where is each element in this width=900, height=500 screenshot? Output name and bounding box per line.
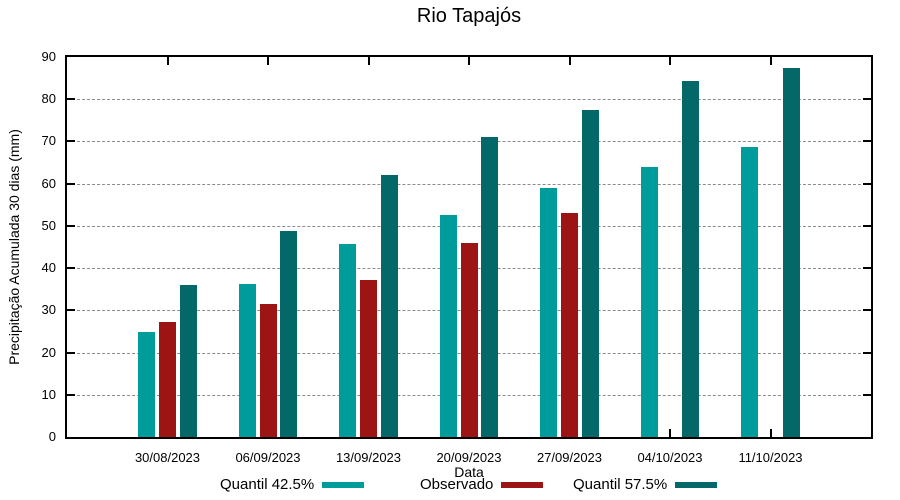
bar-quantil-57-5--27-09-2023 bbox=[581, 110, 599, 437]
bar-quantil-42-5--27-09-2023 bbox=[540, 188, 558, 437]
y-tick-label: 10 bbox=[41, 386, 56, 402]
y-tick-mark bbox=[863, 351, 871, 354]
x-tick-label: 30/08/2023 bbox=[134, 450, 201, 465]
y-tick-mark bbox=[863, 140, 871, 143]
bar-observado-06-09-2023 bbox=[259, 304, 277, 437]
legend-swatch bbox=[322, 482, 365, 488]
y-tick-mark bbox=[863, 224, 871, 227]
x-tick-mark bbox=[367, 57, 370, 65]
y-tick-label: 20 bbox=[41, 344, 56, 360]
y-tick-mark bbox=[67, 393, 75, 396]
y-tick-mark bbox=[863, 309, 871, 312]
bar-observado-30-08-2023 bbox=[159, 322, 176, 437]
bar-quantil-42-5--04-10-2023 bbox=[640, 166, 658, 437]
y-tick-label: 50 bbox=[41, 217, 56, 233]
x-tick-label: 13/09/2023 bbox=[335, 450, 402, 465]
y-tick-mark bbox=[67, 98, 75, 101]
y-tick-mark bbox=[863, 98, 871, 101]
y-tick-mark bbox=[863, 267, 871, 270]
bar-observado-20-09-2023 bbox=[460, 243, 478, 437]
bar-quantil-57-5--20-09-2023 bbox=[481, 137, 499, 437]
y-tick-label: 40 bbox=[41, 260, 56, 276]
y-tick-mark bbox=[67, 351, 75, 354]
bar-quantil-57-5--13-09-2023 bbox=[380, 175, 398, 437]
x-tick-mark bbox=[769, 429, 772, 437]
y-tick-mark bbox=[67, 309, 75, 312]
bar-quantil-57-5--04-10-2023 bbox=[682, 81, 700, 437]
bar-quantil-57-5--11-10-2023 bbox=[782, 67, 800, 437]
bar-observado-13-09-2023 bbox=[360, 280, 377, 437]
bar-quantil-42-5--20-09-2023 bbox=[439, 214, 457, 437]
y-tick-label: 60 bbox=[41, 175, 56, 191]
bar-quantil-42-5--11-10-2023 bbox=[741, 146, 759, 437]
gridline bbox=[67, 225, 871, 227]
bar-quantil-57-5--06-09-2023 bbox=[280, 230, 298, 437]
x-axis-label: Data bbox=[454, 464, 484, 480]
bar-quantil-57-5--30-08-2023 bbox=[179, 285, 197, 437]
y-tick-label: 0 bbox=[48, 429, 56, 444]
y-tick-mark bbox=[863, 393, 871, 396]
y-tick-label: 80 bbox=[41, 91, 56, 107]
y-tick-label: 30 bbox=[41, 302, 56, 318]
x-tick-mark bbox=[769, 57, 772, 65]
x-tick-label: 06/09/2023 bbox=[235, 450, 301, 465]
x-tick-mark bbox=[166, 57, 169, 65]
gridline bbox=[67, 183, 871, 185]
bar-quantil-42-5--30-08-2023 bbox=[138, 331, 156, 437]
y-tick-mark bbox=[67, 182, 75, 185]
bar-quantil-42-5--13-09-2023 bbox=[339, 243, 357, 437]
plot-area bbox=[65, 55, 873, 439]
gridline bbox=[67, 99, 871, 101]
x-tick-label: 20/09/2023 bbox=[436, 450, 502, 465]
y-tick-mark bbox=[67, 140, 75, 143]
bar-quantil-42-5--06-09-2023 bbox=[238, 284, 256, 437]
x-tick-label: 11/10/2023 bbox=[738, 450, 803, 465]
bar-observado-27-09-2023 bbox=[561, 212, 578, 437]
y-tick-mark bbox=[863, 182, 871, 185]
legend-swatch bbox=[501, 482, 544, 488]
y-axis-label: Precipitação Acumulada 30 dias (mm) bbox=[6, 129, 22, 365]
y-tick-label: 90 bbox=[41, 49, 56, 64]
x-tick-label: 27/09/2023 bbox=[536, 450, 603, 465]
y-tick-label: 70 bbox=[41, 133, 56, 149]
gridline bbox=[67, 141, 871, 143]
x-tick-mark bbox=[669, 57, 671, 65]
x-tick-mark bbox=[468, 57, 470, 65]
x-tick-mark bbox=[669, 429, 671, 437]
x-tick-mark bbox=[568, 57, 571, 65]
chart-title: Rio Tapajós bbox=[416, 5, 522, 27]
x-tick-label: 04/10/2023 bbox=[637, 450, 703, 465]
y-tick-mark bbox=[67, 224, 75, 227]
x-tick-mark bbox=[267, 57, 269, 65]
y-tick-mark bbox=[67, 267, 75, 270]
legend-swatch bbox=[675, 482, 718, 488]
